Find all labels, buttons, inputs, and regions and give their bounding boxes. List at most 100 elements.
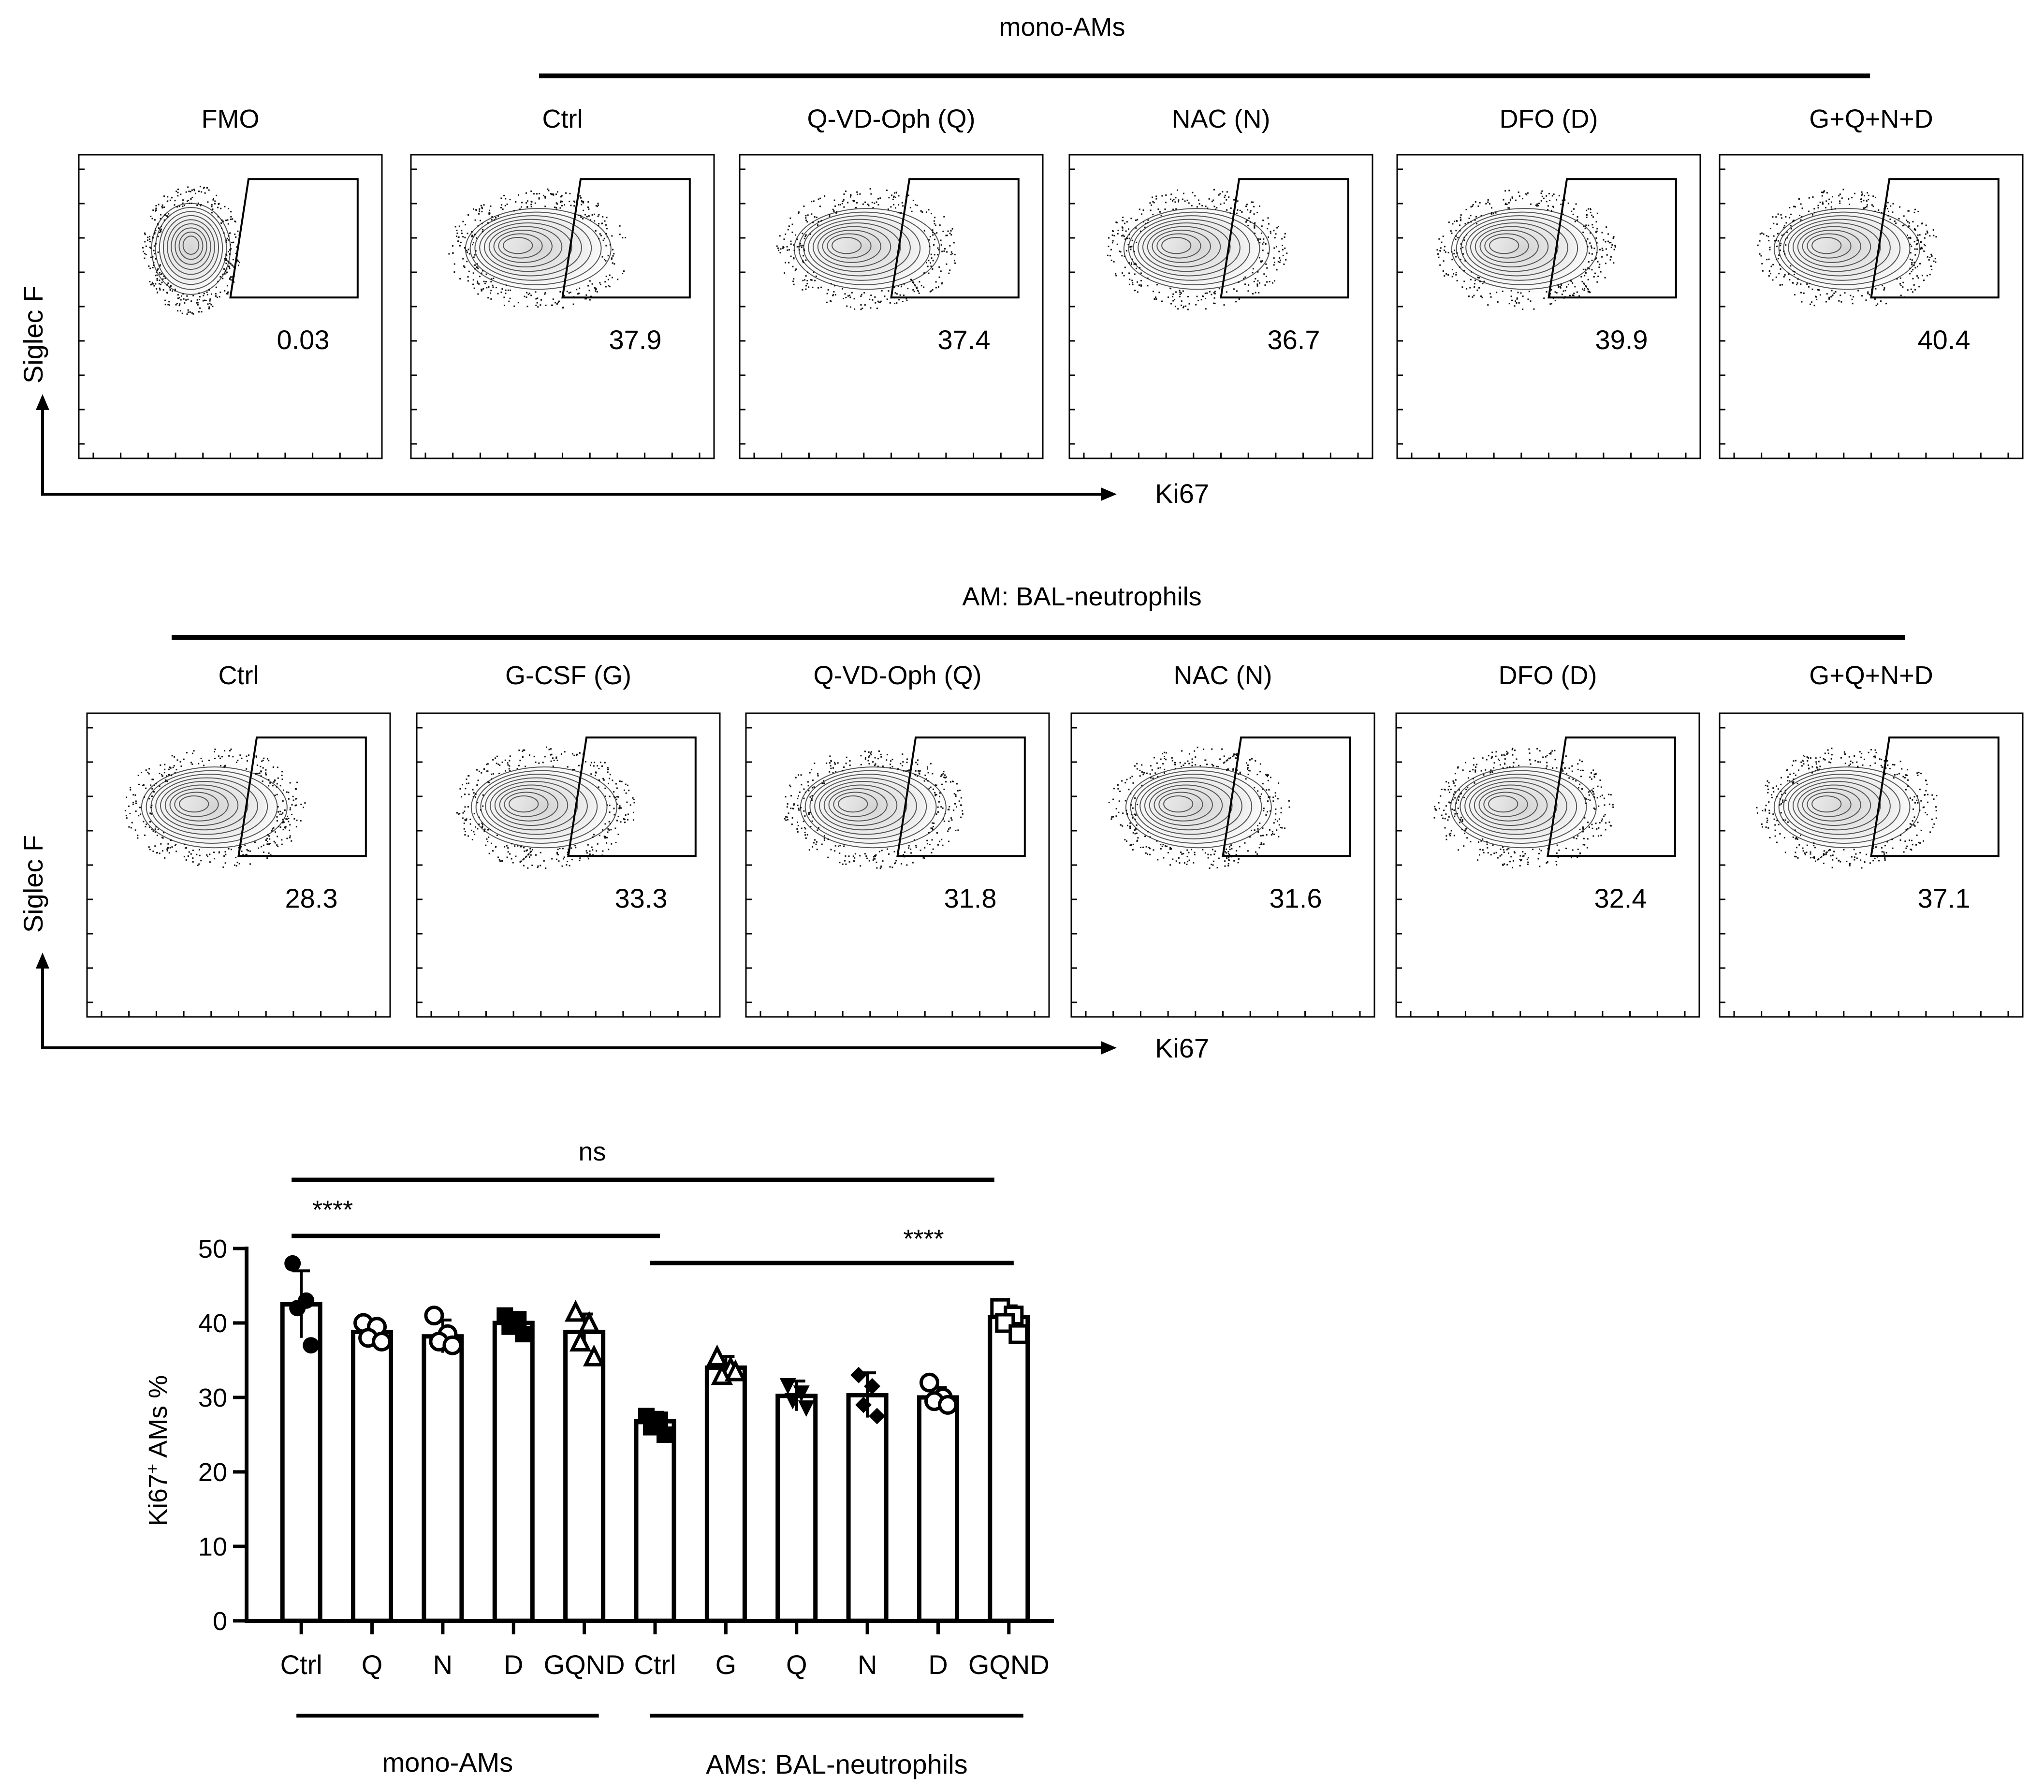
contour-line bbox=[178, 231, 204, 260]
category-label: GQND bbox=[968, 1649, 1050, 1680]
contour-line bbox=[1478, 788, 1538, 822]
contour-line bbox=[160, 781, 248, 831]
axis-ticks bbox=[79, 168, 368, 458]
contour-line bbox=[1783, 774, 1901, 839]
contour-line bbox=[804, 770, 937, 844]
panel-title: DFO (D) bbox=[1500, 104, 1598, 133]
y-tick-label: 50 bbox=[198, 1234, 227, 1263]
contour-line bbox=[1773, 208, 1920, 290]
data-point bbox=[303, 1337, 320, 1354]
contour-cloud bbox=[142, 186, 240, 315]
bar bbox=[351, 1329, 394, 1623]
contour-line bbox=[1788, 219, 1891, 277]
contour-line bbox=[1778, 211, 1911, 285]
contour-cloud bbox=[124, 749, 306, 868]
contour-line bbox=[474, 215, 592, 281]
gate-percent: 33.3 bbox=[614, 883, 667, 913]
gate-percent: 39.9 bbox=[1595, 324, 1648, 355]
contour-line bbox=[798, 211, 931, 285]
contour-line bbox=[808, 219, 911, 277]
ki67-gate bbox=[229, 178, 359, 299]
sig-label-2: **** bbox=[903, 1224, 944, 1253]
event-dots bbox=[1436, 190, 1616, 310]
bar-group: D bbox=[917, 1372, 959, 1680]
ki67-gate bbox=[1547, 736, 1676, 857]
panel-title: FMO bbox=[202, 104, 260, 133]
category-label: N bbox=[433, 1649, 453, 1680]
contour-line bbox=[1133, 215, 1251, 281]
contour-line bbox=[169, 788, 229, 822]
bar bbox=[988, 1315, 1030, 1623]
data-point bbox=[864, 1378, 881, 1395]
contour-line bbox=[803, 215, 921, 281]
contour-line bbox=[175, 227, 207, 265]
row2-y-arrowhead bbox=[36, 953, 49, 969]
contour-line bbox=[1147, 226, 1221, 268]
axis-ticks bbox=[1396, 727, 1686, 1017]
significance-annotations: ns **** **** bbox=[292, 1137, 1014, 1265]
contour-line bbox=[141, 766, 288, 849]
group-label-2: AMs: BAL-neutrophils bbox=[706, 1749, 968, 1779]
ki67-gate bbox=[890, 178, 1020, 299]
contour-line bbox=[483, 222, 572, 272]
axis-ticks bbox=[87, 727, 377, 1017]
contour-line bbox=[1778, 770, 1911, 844]
gate-percent: 31.6 bbox=[1269, 883, 1322, 913]
data-point bbox=[583, 1344, 605, 1366]
contour-line bbox=[475, 770, 608, 844]
ki67-gate bbox=[896, 736, 1026, 857]
axis-ticks bbox=[1720, 727, 2009, 1017]
contour-line bbox=[1125, 766, 1272, 849]
gate-percent: 31.8 bbox=[944, 883, 996, 913]
contour-line bbox=[814, 777, 917, 835]
contour-line bbox=[150, 774, 268, 839]
contour-line bbox=[1807, 792, 1852, 817]
density-halo bbox=[146, 191, 236, 306]
bar bbox=[704, 1365, 747, 1623]
row1-x-arrowhead bbox=[1101, 487, 1117, 501]
contour-cloud bbox=[776, 188, 956, 310]
row1-x-axis-label: Ki67 bbox=[1155, 478, 1209, 509]
event-dots bbox=[1433, 748, 1614, 868]
category-label: GQND bbox=[544, 1649, 625, 1680]
bar bbox=[775, 1394, 818, 1623]
contour-line bbox=[1450, 766, 1597, 849]
contour-line bbox=[1792, 222, 1881, 272]
bar-group: Ctrl bbox=[634, 1408, 676, 1680]
data-point bbox=[564, 1300, 587, 1322]
contour-line bbox=[504, 792, 549, 817]
contour-line bbox=[1811, 795, 1842, 813]
event-dots bbox=[448, 188, 627, 308]
contour-line bbox=[793, 208, 940, 290]
panel-title: Ctrl bbox=[542, 104, 583, 133]
contour-line bbox=[469, 211, 602, 285]
panel-title: NAC (N) bbox=[1174, 661, 1272, 690]
contour-line bbox=[1465, 219, 1568, 277]
contour-line bbox=[838, 795, 868, 813]
contour-line bbox=[1153, 788, 1213, 822]
axis-ticks bbox=[417, 727, 706, 1017]
contour-line bbox=[179, 795, 209, 813]
contour-line bbox=[489, 781, 578, 831]
contour-line bbox=[1802, 229, 1861, 263]
row1-y-arrowhead bbox=[36, 394, 49, 410]
contour-line bbox=[1139, 777, 1242, 835]
contour-line bbox=[1135, 774, 1253, 839]
contour-line bbox=[494, 784, 569, 826]
contour-line bbox=[1161, 236, 1192, 254]
contour-line bbox=[1455, 770, 1587, 844]
panel-title: DFO (D) bbox=[1499, 661, 1597, 690]
contour-line bbox=[171, 223, 211, 270]
contour-line bbox=[1783, 215, 1901, 281]
data-point bbox=[424, 1306, 444, 1326]
contour-line bbox=[817, 226, 891, 268]
category-label: Ctrl bbox=[634, 1649, 676, 1680]
contour-line bbox=[493, 229, 553, 263]
bar-marks: Ctrl Q N D GQND Ctrl G Q N D GQND bbox=[280, 1255, 1050, 1680]
contour-line bbox=[1807, 233, 1852, 259]
contour-line bbox=[480, 774, 598, 839]
contour-line bbox=[488, 226, 563, 268]
contour-line bbox=[827, 233, 872, 259]
contour-line bbox=[1142, 222, 1231, 272]
axis-ticks bbox=[1069, 168, 1359, 458]
